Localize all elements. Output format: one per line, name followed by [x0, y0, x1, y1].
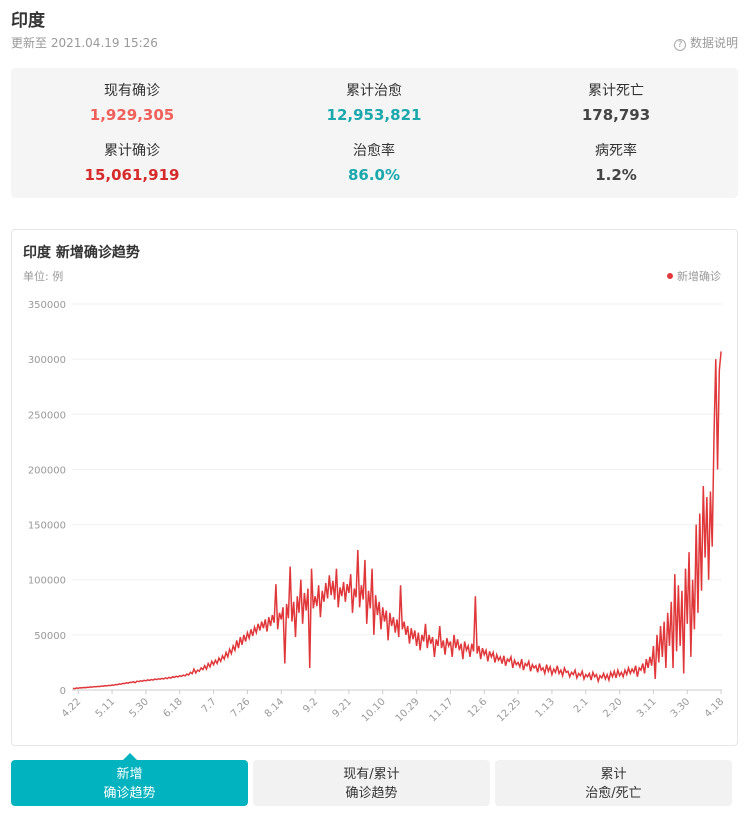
tab-line[interactable]: 累计 [600, 767, 627, 782]
stat-cell: 病死率 1.2% [495, 140, 737, 184]
data-line [72, 351, 722, 690]
x-tick-label: 10.29 [394, 696, 422, 724]
stat-value: 86.0% [347, 166, 401, 184]
page-title: 印度 [11, 11, 45, 31]
stat-value: 1,929,305 [89, 106, 175, 124]
tab-line[interactable]: 确诊趋势 [103, 786, 156, 801]
stat-cell: 累计死亡 178,793 [495, 80, 737, 124]
unit-label: 单位: 例 [23, 269, 63, 283]
stat-label: 累计治愈 [346, 83, 402, 99]
stat-cell: 累计治愈 12,953,821 [253, 80, 495, 124]
legend-label: 新增确诊 [677, 269, 721, 283]
x-tick-label: 10.10 [360, 696, 388, 724]
tab-line[interactable]: 确诊趋势 [345, 786, 398, 801]
stat-value: 178,793 [581, 106, 651, 124]
stat-label: 累计死亡 [588, 83, 644, 99]
help-link[interactable]: ? 数据说明 [673, 34, 738, 51]
stat-label: 现有确诊 [104, 83, 160, 99]
stat-value: 1.2% [595, 166, 637, 184]
stat-label: 治愈率 [353, 143, 395, 159]
help-icon: ? [673, 39, 686, 51]
x-tick-label: 8.14 [263, 696, 287, 720]
stat-value: 15,061,919 [84, 166, 180, 184]
stat-cell: 治愈率 86.0% [253, 140, 495, 184]
summary-panel: 现有确诊 1,929,305 累计治愈 12,953,821 累计死亡 178,793 累计… [11, 68, 738, 198]
y-tick-label: 300000 [28, 355, 66, 366]
stat-label: 病死率 [595, 143, 637, 159]
x-tick-label: 6.18 [161, 696, 185, 720]
y-tick-label: 150000 [28, 521, 66, 532]
stat-label: 累计确诊 [104, 143, 160, 159]
tab-pointer [123, 753, 137, 760]
y-tick-label: 50000 [34, 631, 66, 642]
x-tick-label: 3.11 [635, 696, 659, 720]
x-tick-label: 7.7 [200, 696, 219, 715]
tab[interactable]: 现有/累计确诊趋势 [253, 760, 490, 806]
x-tick-label: 2.1 [572, 696, 591, 715]
tab-line[interactable]: 新增 [116, 767, 143, 782]
y-tick-label: 100000 [28, 576, 66, 587]
x-tick-label: 9.2 [301, 696, 320, 715]
tab-line[interactable]: 治愈/死亡 [585, 786, 642, 801]
x-tick-label: 1.13 [534, 696, 558, 720]
x-tick-label: 7.26 [229, 696, 253, 720]
x-tick-label: 5.11 [94, 696, 118, 720]
x-tick-label: 12.6 [466, 696, 490, 720]
x-tick-label: 11.17 [428, 696, 456, 724]
help-text[interactable]: 数据说明 [689, 36, 738, 50]
chart-title: 印度 新增确诊趋势 [23, 244, 140, 261]
y-tick-label: 0 [60, 686, 66, 697]
stat-value: 12,953,821 [326, 106, 422, 124]
stat-cell: 现有确诊 1,929,305 [11, 80, 253, 124]
tab[interactable]: 新增 确诊趋势 [11, 760, 248, 806]
y-tick-label: 250000 [28, 410, 66, 421]
x-tick-label: 2.20 [601, 696, 625, 720]
stat-cell: 累计确诊 15,061,919 [11, 140, 253, 184]
x-tick-label: 12.25 [495, 696, 523, 724]
x-tick-label: 9.21 [331, 696, 355, 720]
chart-card: 印度 新增确诊趋势 单位: 例 0 50000 100000 150000 200000 25… [11, 229, 738, 746]
y-tick-label: 200000 [28, 465, 66, 476]
legend-marker [667, 273, 673, 279]
tab-line[interactable]: 现有/累计 [343, 767, 400, 782]
y-tick-label: 350000 [28, 300, 66, 311]
tab[interactable]: 累计治愈/死亡 [495, 760, 732, 806]
update-time: 更新至 2021.04.19 15:26 [11, 36, 158, 50]
x-tick-label: 5.30 [128, 696, 152, 720]
x-tick-label: 4.22 [60, 696, 84, 720]
x-tick-label: 4.18 [703, 696, 727, 720]
x-tick-label: 3.30 [669, 696, 693, 720]
